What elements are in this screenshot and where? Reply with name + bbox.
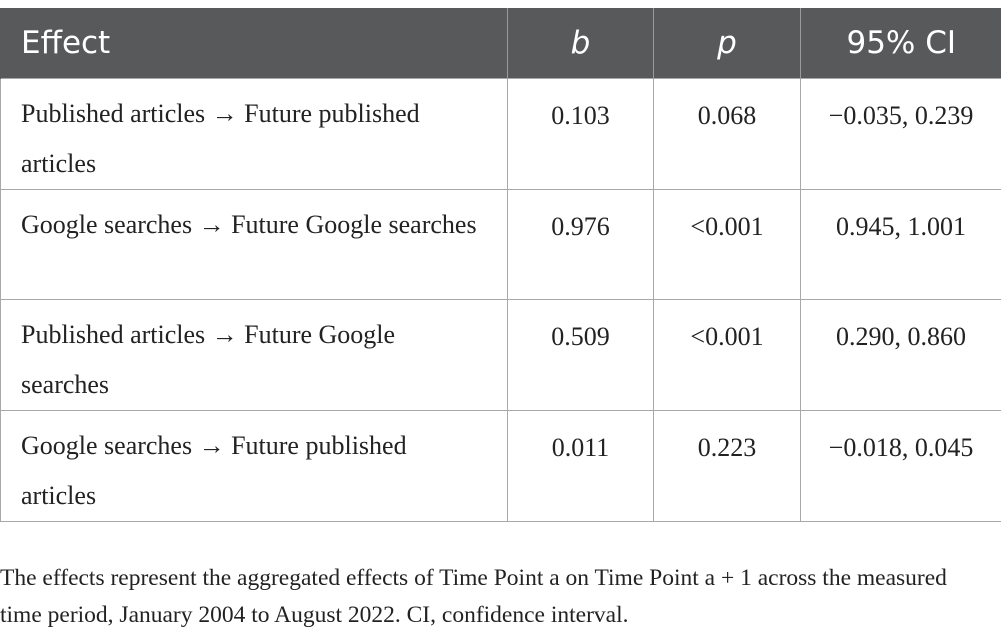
value-cell: 0.223 <box>653 410 801 522</box>
value-cell: 0.945, 1.001 <box>800 189 1001 300</box>
value-cell: −0.035, 0.239 <box>800 78 1001 190</box>
value-cell: <0.001 <box>653 189 801 300</box>
value-cell: <0.001 <box>653 299 801 411</box>
header-cell: Effect <box>0 8 508 79</box>
value-cell: −0.018, 0.045 <box>800 410 1001 522</box>
header-cell: 95% CI <box>800 8 1001 79</box>
results-table: Effect b p 95% CI Published articles → F… <box>0 8 1001 522</box>
value-cell: 0.068 <box>653 78 801 190</box>
table-row: Published articles → Future Google searc… <box>0 299 1001 411</box>
effect-cell: Google searches → Future Google searches <box>0 189 508 300</box>
value-cell: 0.509 <box>507 299 654 411</box>
table-body: Published articles → Future published ar… <box>0 78 1001 522</box>
footnote: The effects represent the aggregated eff… <box>0 565 947 628</box>
header-cell: b <box>507 8 654 79</box>
value-cell: 0.011 <box>507 410 654 522</box>
table-row: Google searches → Future Google searches… <box>0 189 1001 300</box>
effect-cell: Google searches → Future published artic… <box>0 410 508 522</box>
table-row: Google searches → Future published artic… <box>0 410 1001 522</box>
value-cell: 0.103 <box>507 78 654 190</box>
header-cell: p <box>653 8 801 79</box>
value-cell: 0.976 <box>507 189 654 300</box>
effect-cell: Published articles → Future Google searc… <box>0 299 508 411</box>
effect-cell: Published articles → Future published ar… <box>0 78 508 190</box>
value-cell: 0.290, 0.860 <box>800 299 1001 411</box>
table-row: Published articles → Future published ar… <box>0 78 1001 190</box>
header-row: Effect b p 95% CI <box>0 8 1001 79</box>
